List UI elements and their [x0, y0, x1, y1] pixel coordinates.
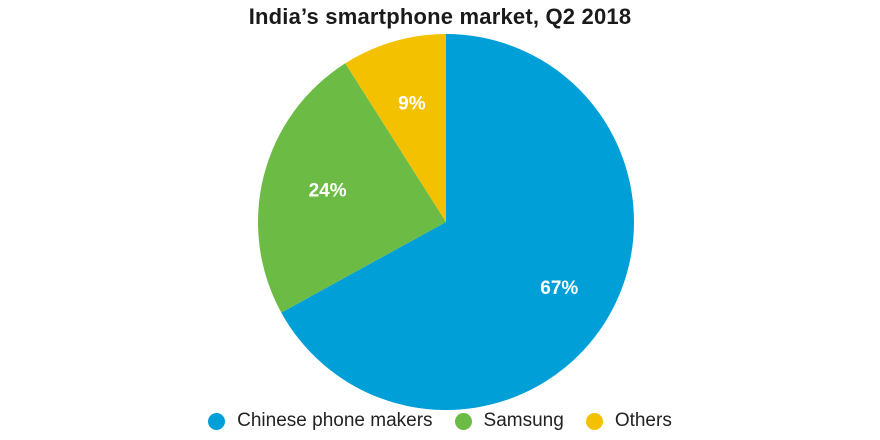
legend-item-chinese-phone-makers: Chinese phone makers [208, 410, 433, 432]
legend-swatch-samsung [454, 412, 472, 430]
pie-slice-chinese-phone-makers [281, 34, 634, 410]
slice-label-others: 9% [398, 94, 426, 115]
pie-slice-samsung [257, 63, 446, 313]
legend-label-others: Others [614, 410, 672, 431]
legend-label-samsung: Samsung [483, 410, 564, 431]
legend-swatch-others [585, 412, 603, 430]
legend: Chinese phone makers Samsung Others [0, 410, 880, 432]
legend-item-samsung: Samsung [454, 410, 564, 432]
legend-swatch-chinese-phone-makers [208, 412, 226, 430]
chart-title: India’s smartphone market, Q2 2018 [248, 4, 632, 29]
slice-label-samsung: 24% [309, 181, 347, 202]
pie-chart: 67% 24% 9% [257, 34, 634, 410]
slice-label-chinese-phone-makers: 67% [540, 278, 578, 299]
legend-item-others: Others [585, 410, 672, 432]
legend-label-chinese-phone-makers: Chinese phone makers [237, 410, 433, 431]
pie-slice-others [345, 34, 446, 222]
